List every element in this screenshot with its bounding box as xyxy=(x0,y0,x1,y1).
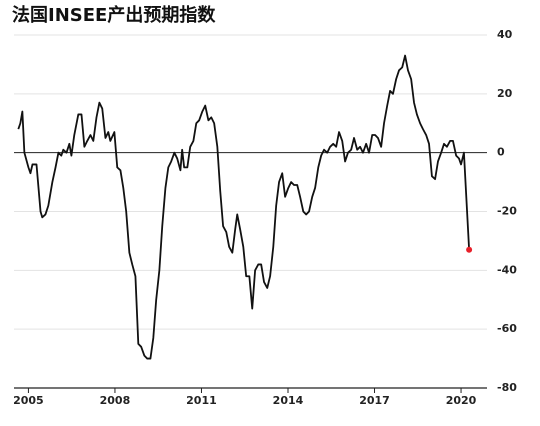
y-tick-label: 20 xyxy=(497,87,513,100)
y-tick-label: 40 xyxy=(497,28,513,41)
x-tick-label: 2011 xyxy=(186,394,217,407)
last-point xyxy=(466,246,473,253)
y-tick-label: -20 xyxy=(497,205,517,218)
x-tick-label: 2014 xyxy=(273,394,304,407)
chart-title: 法国INSEE产出预期指数 xyxy=(12,4,216,26)
y-tick-label: -60 xyxy=(497,322,517,335)
x-tick-label: 2017 xyxy=(359,394,390,407)
y-tick-label: -40 xyxy=(497,263,517,276)
y-tick-label: -80 xyxy=(497,381,517,394)
x-tick-label: 2008 xyxy=(100,394,131,407)
x-tick-label: 2020 xyxy=(446,394,477,407)
line xyxy=(17,54,471,360)
y-tick-label: 0 xyxy=(497,146,505,159)
x-tick-label: 2005 xyxy=(13,394,44,407)
